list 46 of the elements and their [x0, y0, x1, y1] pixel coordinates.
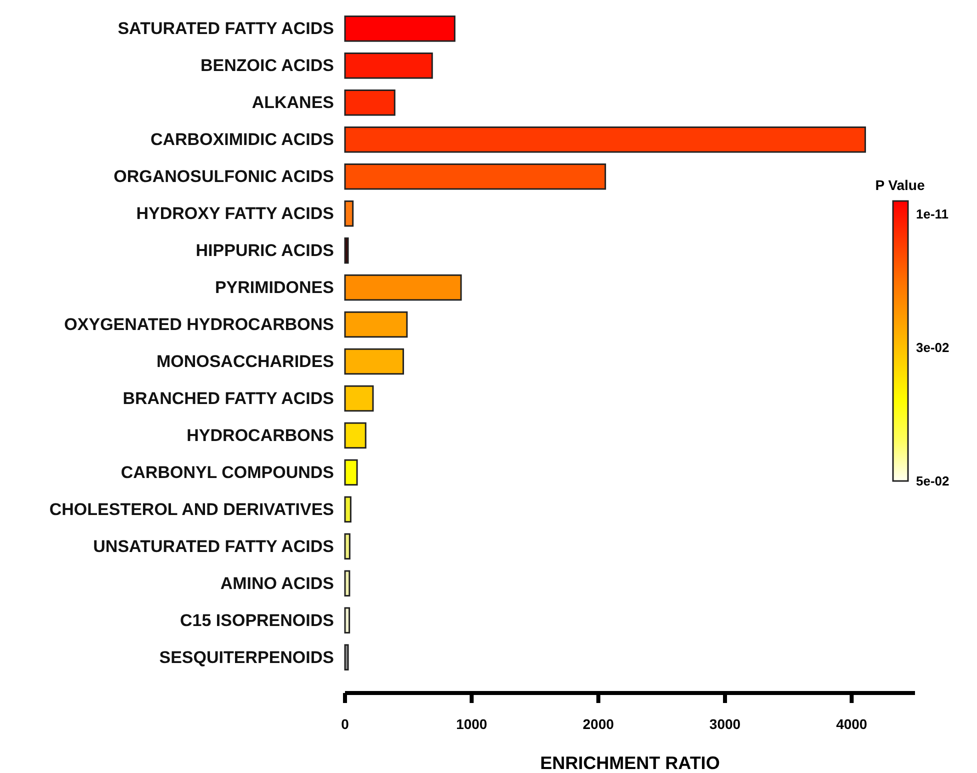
bar — [344, 163, 606, 190]
y-tick-label: AMINO ACIDS — [220, 574, 334, 593]
x-tick-label: 4000 — [836, 716, 868, 732]
y-tick-label: OXYGENATED HYDROCARBONS — [64, 315, 334, 334]
bar — [344, 274, 462, 301]
y-tick-label: UNSATURATED FATTY ACIDS — [93, 536, 334, 556]
color-bar-title: P Value — [875, 177, 925, 193]
y-tick-label: HYDROCARBONS — [186, 426, 334, 445]
y-tick-label: ORGANOSULFONIC ACIDS — [114, 167, 334, 186]
y-tick-label: SESQUITERPENOIDS — [159, 648, 334, 667]
bar — [344, 385, 374, 412]
y-tick-label: CARBONYL COMPOUNDS — [120, 462, 334, 482]
bar — [344, 348, 404, 375]
x-tick-label: 0 — [341, 716, 350, 732]
bar — [344, 200, 354, 227]
bar — [344, 459, 358, 486]
bar — [344, 52, 433, 79]
text: 3e-02 — [916, 340, 950, 355]
text: 1e-11 — [916, 206, 949, 222]
y-tick-label: CARBOXIMIDIC ACIDS — [150, 130, 334, 150]
bar — [344, 126, 866, 153]
x-tick-label: 1000 — [456, 716, 488, 732]
x-tick-label: 3000 — [709, 716, 741, 732]
x-axis-title: ENRICHMENT RATIO — [540, 753, 720, 773]
y-tick-label: ALKANES — [252, 93, 334, 112]
bar — [344, 644, 349, 670]
x-tick-label: 2000 — [582, 716, 614, 732]
bar — [344, 89, 396, 116]
bar — [344, 496, 352, 523]
y-tick-label: SATURATED FATTY ACIDS — [118, 19, 334, 38]
y-tick-label: PYRIMIDONES — [214, 278, 334, 298]
text: 5e-02 — [916, 474, 950, 488]
bar — [344, 533, 350, 560]
bar — [344, 311, 408, 338]
y-tick-label: HIPPURIC ACIDS — [196, 241, 334, 260]
bar — [344, 237, 349, 264]
y-tick-label: HYDROXY FATTY ACIDS — [136, 204, 334, 224]
y-tick-label: C15 ISOPRENOIDS — [180, 610, 334, 630]
y-tick-label: BRANCHED FATTY ACIDS — [122, 388, 334, 408]
y-tick-label: CHOLESTEROL AND DERIVATIVES — [49, 500, 334, 519]
y-tick-label: BENZOIC ACIDS — [200, 56, 334, 76]
bar — [344, 607, 350, 634]
bar — [344, 16, 456, 42]
bar — [344, 570, 350, 597]
y-tick-label: MONOSACCHARIDES — [156, 352, 334, 371]
bar — [344, 422, 366, 449]
